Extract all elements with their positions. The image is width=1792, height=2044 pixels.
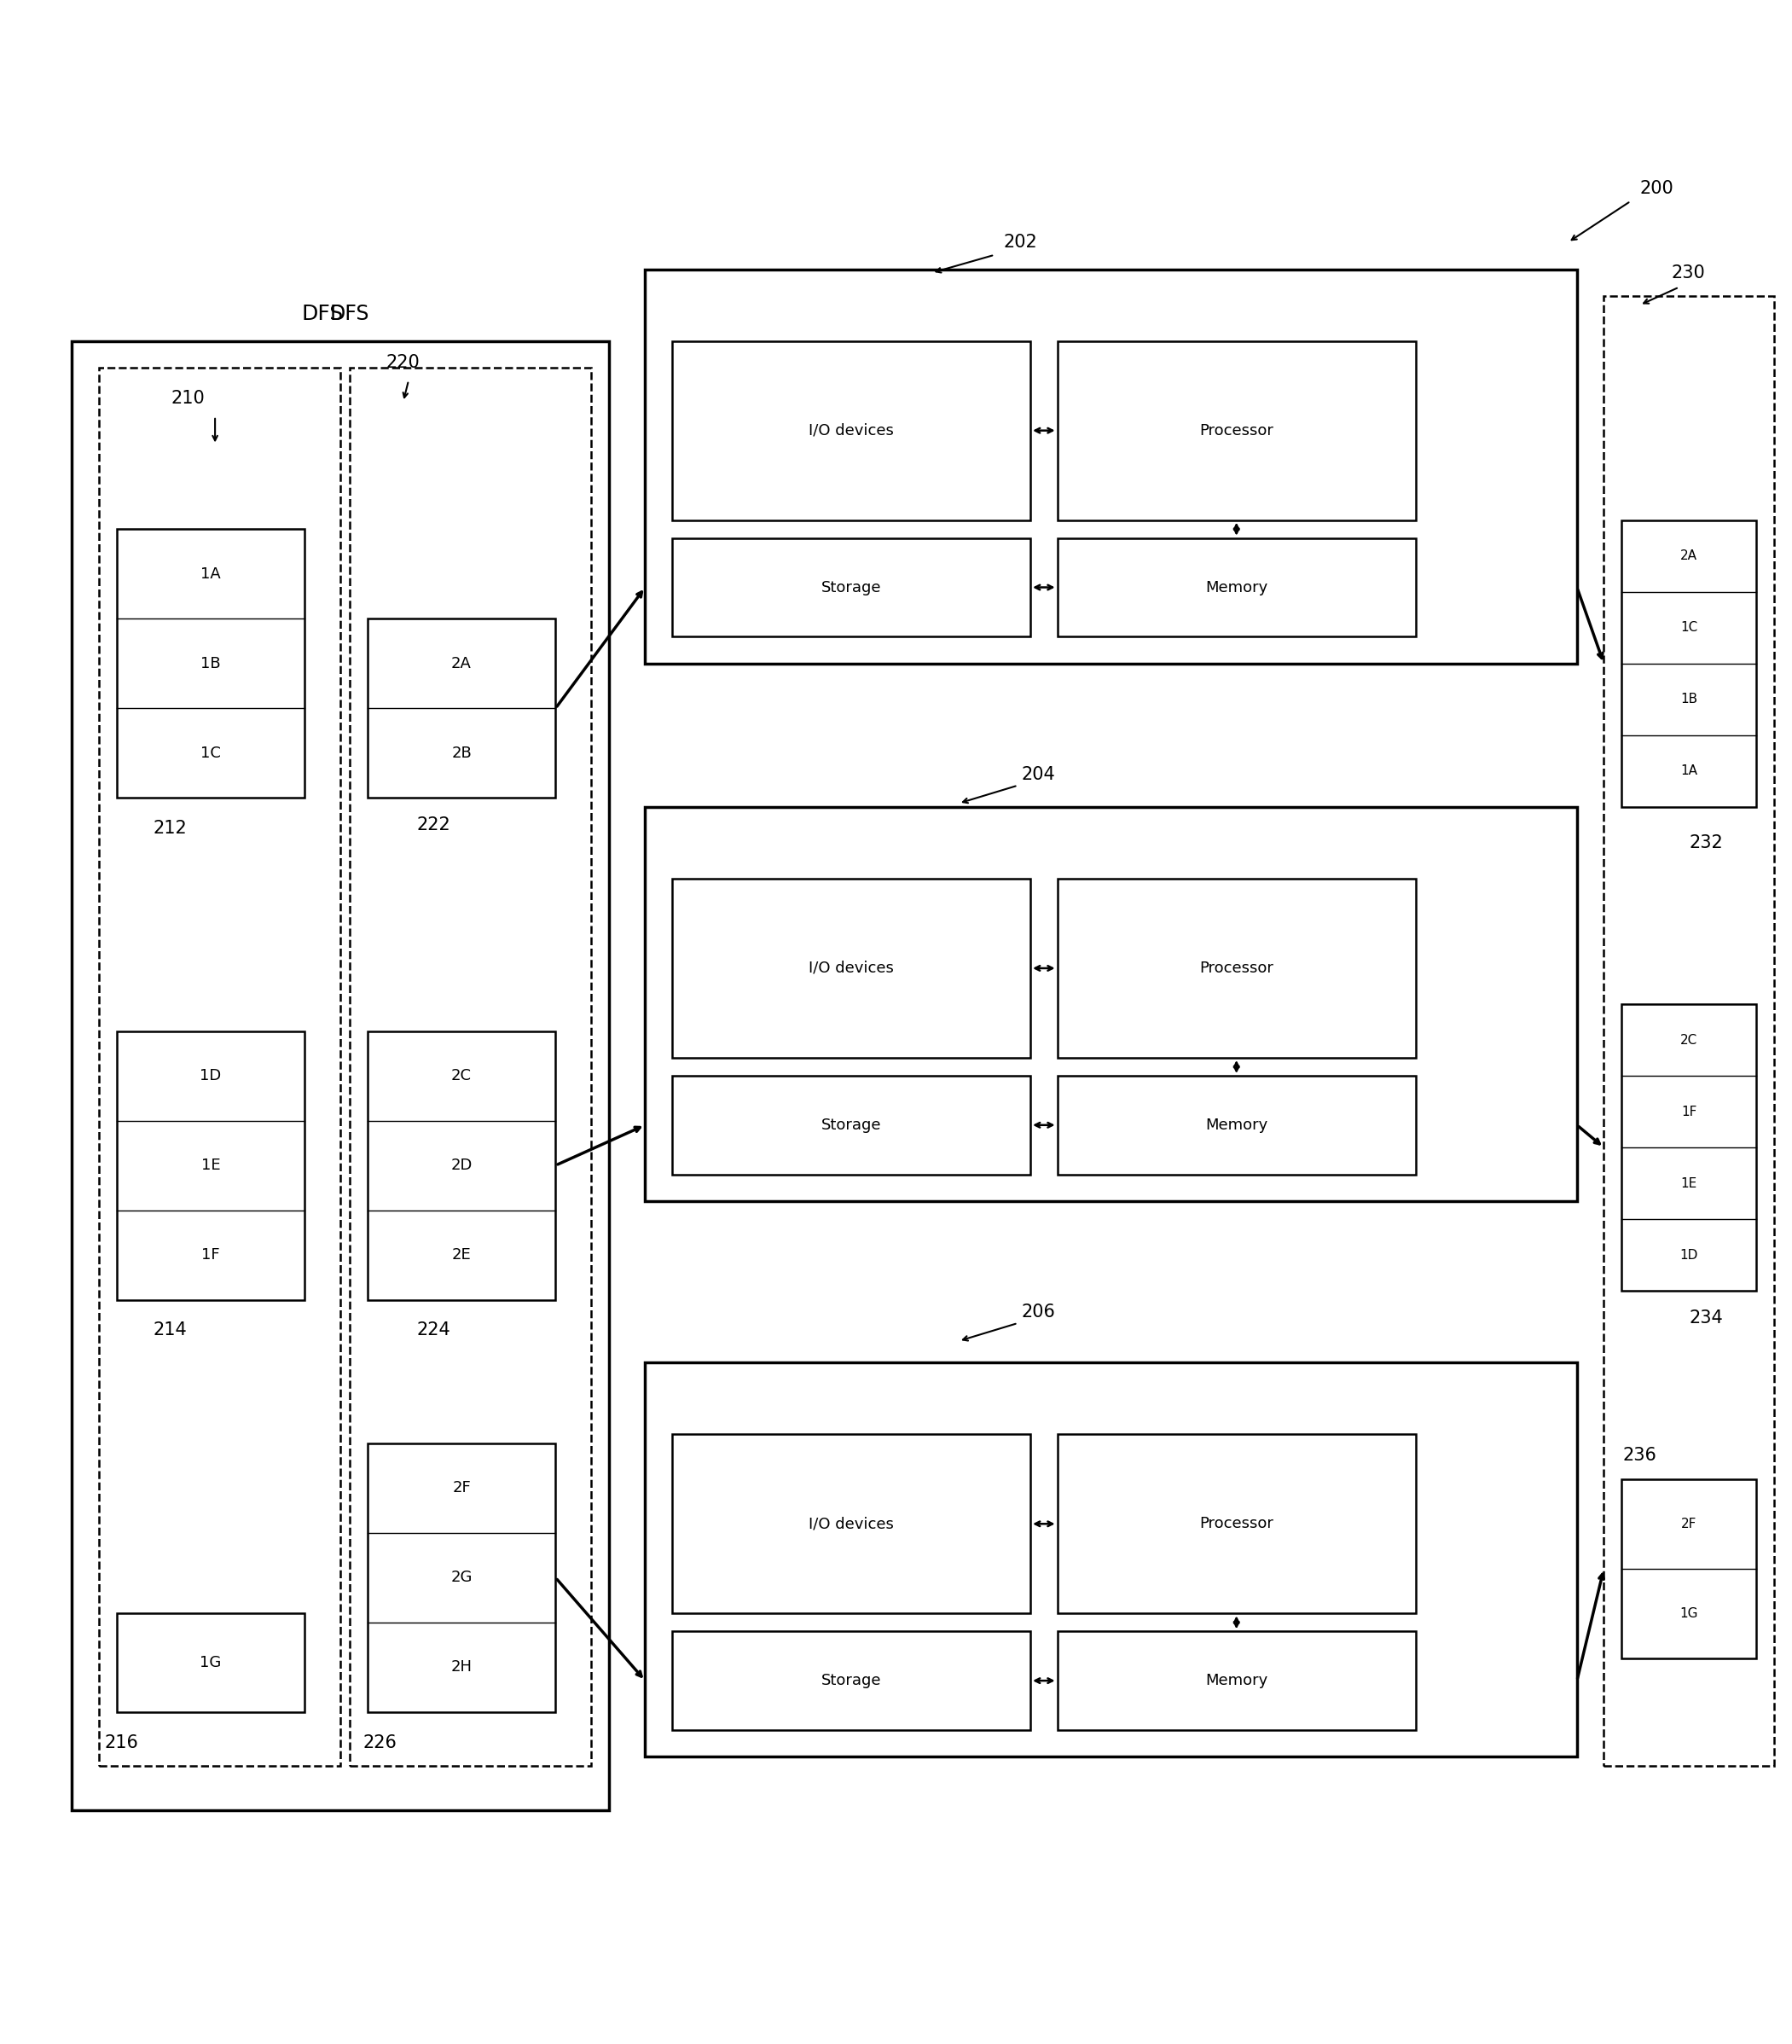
Text: 224: 224 bbox=[418, 1322, 450, 1339]
FancyBboxPatch shape bbox=[1622, 519, 1756, 807]
Text: Processor: Processor bbox=[1199, 1517, 1274, 1531]
Text: 1B: 1B bbox=[201, 656, 220, 670]
Text: 1E: 1E bbox=[201, 1157, 220, 1173]
Text: Memory: Memory bbox=[1206, 1118, 1267, 1132]
Text: 2D: 2D bbox=[450, 1157, 473, 1173]
FancyBboxPatch shape bbox=[672, 1075, 1030, 1175]
Text: 2B: 2B bbox=[452, 746, 471, 760]
Text: DFS: DFS bbox=[301, 305, 344, 325]
Text: 1D: 1D bbox=[199, 1069, 222, 1083]
Text: 1E: 1E bbox=[1681, 1177, 1697, 1190]
FancyBboxPatch shape bbox=[672, 1435, 1030, 1613]
Text: Processor: Processor bbox=[1199, 423, 1274, 437]
Text: 1B: 1B bbox=[1681, 693, 1697, 705]
FancyBboxPatch shape bbox=[116, 529, 305, 797]
Text: 222: 222 bbox=[418, 816, 450, 834]
FancyBboxPatch shape bbox=[367, 619, 556, 797]
FancyBboxPatch shape bbox=[1057, 1435, 1416, 1613]
FancyBboxPatch shape bbox=[1057, 1631, 1416, 1729]
Text: 1D: 1D bbox=[1679, 1249, 1699, 1261]
Text: 2F: 2F bbox=[452, 1480, 471, 1496]
Text: 1C: 1C bbox=[1681, 621, 1697, 634]
FancyBboxPatch shape bbox=[367, 1443, 556, 1713]
Text: Memory: Memory bbox=[1206, 580, 1267, 595]
FancyBboxPatch shape bbox=[645, 807, 1577, 1202]
Text: 206: 206 bbox=[1021, 1304, 1055, 1320]
FancyBboxPatch shape bbox=[99, 368, 340, 1766]
Text: 1G: 1G bbox=[1679, 1607, 1699, 1619]
Text: Storage: Storage bbox=[821, 1118, 882, 1132]
Text: 2H: 2H bbox=[452, 1660, 471, 1674]
Text: Storage: Storage bbox=[821, 1672, 882, 1688]
Text: 234: 234 bbox=[1690, 1310, 1722, 1327]
FancyBboxPatch shape bbox=[1057, 879, 1416, 1059]
Text: 1G: 1G bbox=[199, 1656, 222, 1670]
FancyBboxPatch shape bbox=[645, 1363, 1577, 1758]
FancyBboxPatch shape bbox=[672, 538, 1030, 636]
Text: 1F: 1F bbox=[1681, 1106, 1697, 1118]
Text: 2A: 2A bbox=[452, 656, 471, 670]
Text: Storage: Storage bbox=[821, 580, 882, 595]
FancyBboxPatch shape bbox=[367, 1030, 556, 1300]
FancyBboxPatch shape bbox=[645, 270, 1577, 664]
Text: 210: 210 bbox=[172, 390, 204, 407]
FancyBboxPatch shape bbox=[672, 879, 1030, 1059]
Text: 230: 230 bbox=[1672, 264, 1704, 282]
Text: 2C: 2C bbox=[1681, 1034, 1697, 1047]
Text: DFS: DFS bbox=[330, 305, 369, 325]
FancyBboxPatch shape bbox=[1604, 296, 1774, 1766]
Text: 220: 220 bbox=[387, 354, 419, 370]
Text: 236: 236 bbox=[1624, 1447, 1656, 1464]
Text: I/O devices: I/O devices bbox=[808, 1517, 894, 1531]
Text: Memory: Memory bbox=[1206, 1672, 1267, 1688]
Text: 200: 200 bbox=[1640, 180, 1674, 196]
FancyBboxPatch shape bbox=[672, 341, 1030, 519]
Text: 1F: 1F bbox=[201, 1247, 220, 1263]
FancyBboxPatch shape bbox=[116, 1030, 305, 1300]
Text: 212: 212 bbox=[154, 820, 186, 836]
FancyBboxPatch shape bbox=[1622, 1004, 1756, 1292]
FancyBboxPatch shape bbox=[1057, 341, 1416, 519]
Text: 2A: 2A bbox=[1681, 550, 1697, 562]
Text: 2F: 2F bbox=[1681, 1517, 1697, 1531]
Text: 216: 216 bbox=[106, 1733, 138, 1752]
Text: 226: 226 bbox=[364, 1733, 396, 1752]
Text: 1C: 1C bbox=[201, 746, 220, 760]
Text: 202: 202 bbox=[1004, 233, 1038, 251]
FancyBboxPatch shape bbox=[349, 368, 591, 1766]
Text: 2G: 2G bbox=[450, 1570, 473, 1586]
Text: Processor: Processor bbox=[1199, 961, 1274, 975]
Text: 232: 232 bbox=[1690, 834, 1722, 850]
Text: 2C: 2C bbox=[452, 1069, 471, 1083]
Text: I/O devices: I/O devices bbox=[808, 961, 894, 975]
FancyBboxPatch shape bbox=[1057, 1075, 1416, 1175]
FancyBboxPatch shape bbox=[72, 341, 609, 1811]
FancyBboxPatch shape bbox=[1622, 1480, 1756, 1658]
Text: 204: 204 bbox=[1021, 766, 1055, 783]
Text: 2E: 2E bbox=[452, 1247, 471, 1263]
Text: 1A: 1A bbox=[1681, 764, 1697, 777]
Text: I/O devices: I/O devices bbox=[808, 423, 894, 437]
FancyBboxPatch shape bbox=[116, 1613, 305, 1713]
FancyBboxPatch shape bbox=[1057, 538, 1416, 636]
Text: 214: 214 bbox=[154, 1322, 186, 1339]
FancyBboxPatch shape bbox=[672, 1631, 1030, 1729]
Text: 1A: 1A bbox=[201, 566, 220, 583]
